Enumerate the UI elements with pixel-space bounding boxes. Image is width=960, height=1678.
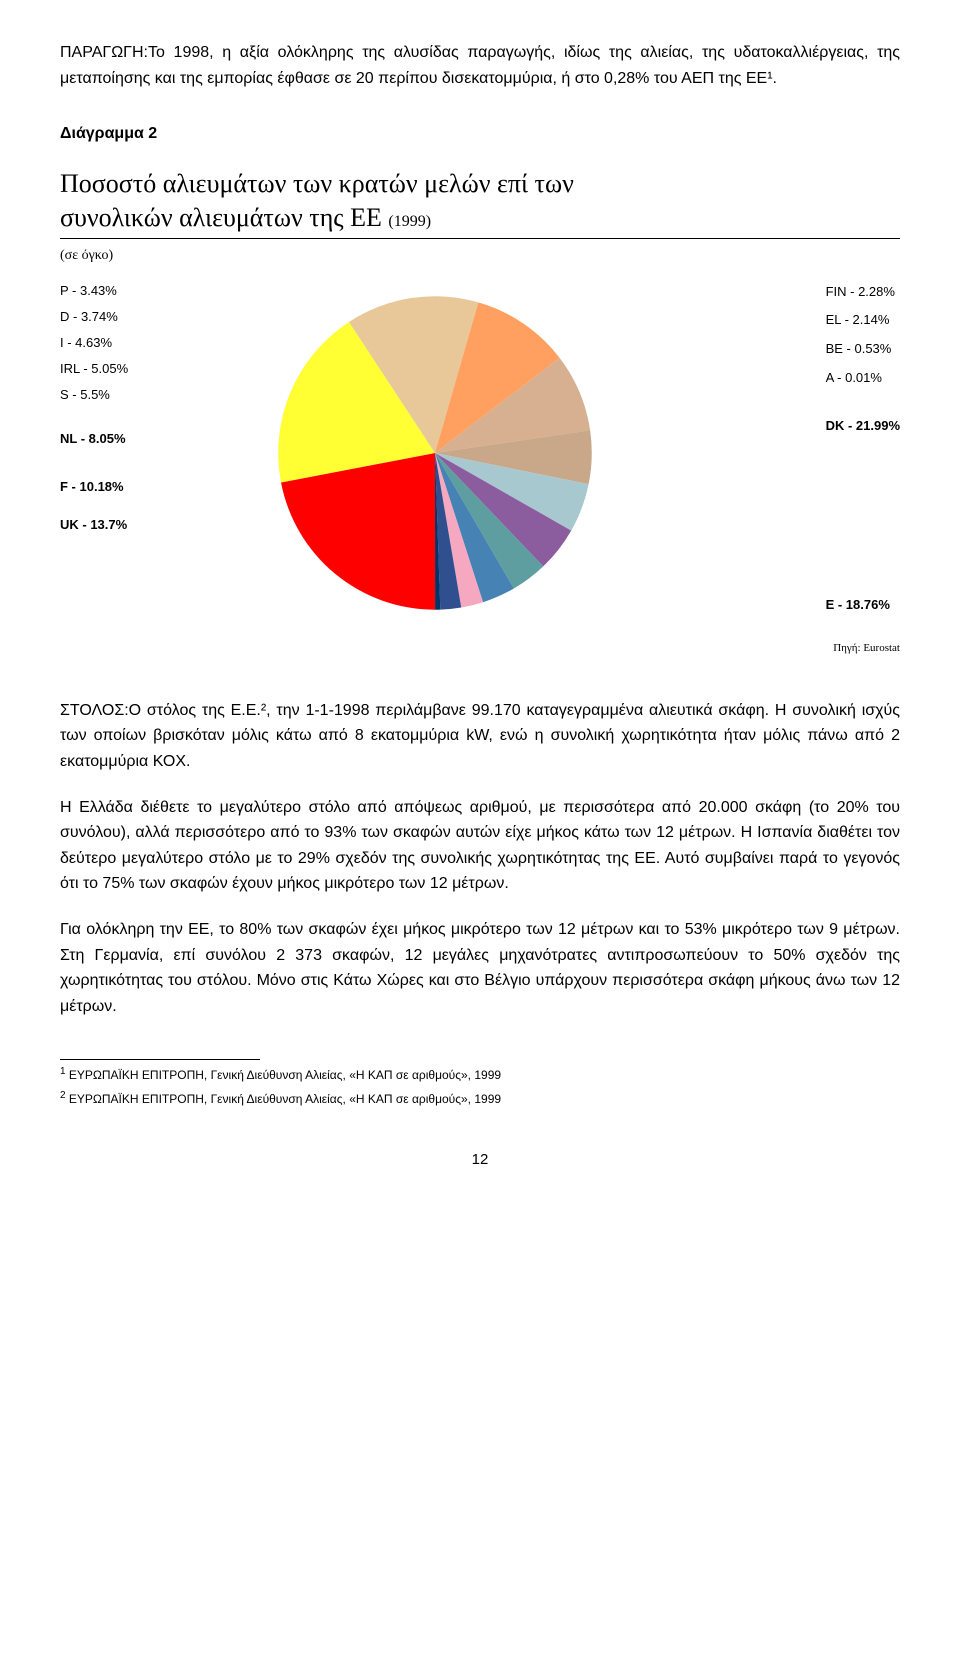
chart-right-label: DK - 21.99% [826, 412, 900, 441]
chart-right-label: E - 18.76% [826, 591, 900, 620]
pie-chart-container: Ποσοστό αλιευμάτων των κρατών μελών επί … [60, 167, 900, 658]
chart-title-line2: συνολικών αλιευμάτων της ΕΕ [60, 203, 382, 232]
chart-left-label: F - 10.18% [60, 474, 128, 500]
footnote-1: 1 ΕΥΡΩΠΑΪΚΗ ΕΠΙΤΡΟΠΗ, Γενική Διεύθυνση Α… [60, 1064, 900, 1084]
chart-left-label: S - 5.5% [60, 382, 128, 408]
chart-divider [60, 238, 900, 239]
chart-right-label: BE - 0.53% [826, 335, 900, 364]
chart-left-label: UK - 13.7% [60, 512, 128, 538]
chart-left-label: P - 3.43% [60, 278, 128, 304]
pie-svg-holder [270, 288, 600, 618]
chart-title: Ποσοστό αλιευμάτων των κρατών μελών επί … [60, 167, 900, 235]
chart-source: Πηγή: Eurostat [833, 640, 900, 658]
footnote-1-text: ΕΥΡΩΠΑΪΚΗ ΕΠΙΤΡΟΠΗ, Γενική Διεύθυνση Αλι… [69, 1068, 501, 1082]
footnote-separator [60, 1059, 260, 1060]
chart-right-label: EL - 2.14% [826, 306, 900, 335]
chart-right-label: A - 0.01% [826, 364, 900, 393]
chart-left-label: NL - 8.05% [60, 426, 128, 452]
footnote-2: 2 ΕΥΡΩΠΑΪΚΗ ΕΠΙΤΡΟΠΗ, Γενική Διεύθυνση Α… [60, 1088, 900, 1108]
chart-left-labels: P - 3.43%D - 3.74%I - 4.63%IRL - 5.05%S … [60, 278, 128, 538]
chart-left-label: I - 4.63% [60, 330, 128, 356]
pie-svg [270, 288, 600, 618]
chart-body: P - 3.43%D - 3.74%I - 4.63%IRL - 5.05%S … [60, 278, 900, 658]
paragraph-fleet-1: ΣΤΟΛΟΣ:Ο στόλος της Ε.Ε.², την 1-1-1998 … [60, 698, 900, 775]
chart-title-line1: Ποσοστό αλιευμάτων των κρατών μελών επί … [60, 169, 574, 198]
diagram-label: Διάγραμμα 2 [60, 121, 900, 147]
chart-left-label: IRL - 5.05% [60, 356, 128, 382]
paragraph-fleet-3: Για ολόκληρη την ΕΕ, το 80% των σκαφών έ… [60, 917, 900, 1019]
paragraph-fleet-2: Η Ελλάδα διέθετε το μεγαλύτερο στόλο από… [60, 795, 900, 897]
paragraph-production: ΠΑΡΑΓΩΓΗ:Το 1998, η αξία ολόκληρης της α… [60, 40, 900, 91]
chart-right-labels: FIN - 2.28%EL - 2.14%BE - 0.53%A - 0.01%… [826, 278, 900, 620]
chart-right-label: FIN - 2.28% [826, 278, 900, 307]
chart-left-label: D - 3.74% [60, 304, 128, 330]
chart-subtitle: (σε όγκο) [60, 245, 900, 267]
chart-title-year: (1999) [388, 213, 431, 230]
page-number: 12 [60, 1148, 900, 1172]
footnote-2-text: ΕΥΡΩΠΑΪΚΗ ΕΠΙΤΡΟΠΗ, Γενική Διεύθυνση Αλι… [69, 1092, 501, 1106]
